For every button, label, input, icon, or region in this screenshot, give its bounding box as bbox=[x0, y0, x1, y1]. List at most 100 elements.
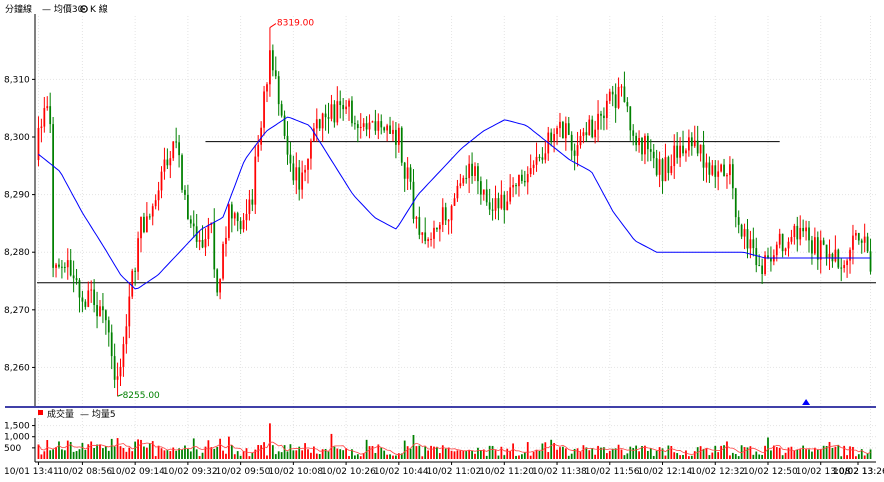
candle-body bbox=[673, 145, 676, 167]
candle-body bbox=[649, 149, 652, 152]
volume-bar bbox=[729, 455, 731, 459]
candle-body bbox=[852, 235, 854, 250]
candle-body bbox=[295, 167, 298, 181]
candle-body bbox=[591, 119, 594, 138]
volume-bar bbox=[125, 451, 128, 459]
x-tick-label: 10/02 10:44 bbox=[374, 467, 429, 477]
volume-bar bbox=[342, 450, 345, 459]
volume-bar bbox=[75, 451, 78, 459]
volume-bar bbox=[280, 452, 283, 459]
volume-bar bbox=[204, 446, 207, 459]
volume-bar bbox=[178, 448, 180, 459]
candle-body bbox=[271, 50, 274, 71]
volume-bar bbox=[216, 446, 219, 459]
volume-bar bbox=[793, 450, 796, 459]
volume-bar bbox=[685, 450, 687, 459]
candle-body bbox=[564, 123, 567, 139]
volume-bar bbox=[673, 452, 676, 459]
volume-bar bbox=[784, 452, 787, 459]
volume-bar bbox=[702, 448, 705, 459]
volume-header: 成交量 — 均量5 bbox=[38, 408, 116, 420]
candle-body bbox=[474, 166, 476, 176]
candle-body bbox=[409, 167, 412, 182]
candle-body bbox=[444, 207, 447, 221]
candlesticks bbox=[37, 27, 872, 397]
volume-bar bbox=[796, 449, 799, 459]
volume-bar bbox=[711, 452, 714, 459]
candle-body bbox=[321, 113, 324, 129]
volume-bar bbox=[805, 449, 807, 459]
volume-bar bbox=[512, 443, 514, 459]
low-annotation: 8255.00 bbox=[117, 391, 160, 401]
candle-body bbox=[389, 125, 391, 134]
volume-bar bbox=[380, 447, 383, 459]
candle-body bbox=[866, 236, 869, 252]
volume-bar bbox=[564, 448, 567, 459]
volume-bar bbox=[538, 450, 541, 459]
volume-bar bbox=[131, 451, 134, 459]
candle-body bbox=[175, 141, 178, 143]
volume-bar bbox=[682, 454, 684, 459]
candle-body bbox=[699, 144, 702, 154]
candle-body bbox=[72, 275, 75, 279]
volume-bar bbox=[43, 451, 46, 459]
candle-body bbox=[172, 141, 175, 159]
candle-body bbox=[544, 153, 547, 160]
volume-bar bbox=[579, 452, 582, 459]
candle-body bbox=[855, 233, 857, 236]
volume-bar bbox=[635, 445, 638, 459]
candle-body bbox=[78, 280, 81, 298]
volume-bar bbox=[219, 438, 221, 459]
volume-bar bbox=[348, 456, 350, 459]
volume-bar bbox=[655, 450, 658, 459]
candle-body bbox=[834, 249, 837, 262]
volume-bar bbox=[667, 445, 670, 459]
volume-bar bbox=[128, 447, 131, 459]
candle-body bbox=[696, 140, 699, 154]
candle-body bbox=[819, 240, 822, 260]
volume-bar bbox=[333, 446, 336, 459]
candle-body bbox=[749, 239, 752, 249]
candle-body bbox=[143, 216, 145, 233]
volume-bar bbox=[808, 449, 810, 459]
volume-bar bbox=[436, 446, 438, 459]
candle-body bbox=[471, 163, 473, 176]
candle-body bbox=[447, 220, 450, 222]
candle-body bbox=[116, 376, 119, 380]
candle-body bbox=[711, 165, 714, 175]
volume-bar bbox=[852, 446, 854, 459]
candle-body bbox=[614, 94, 617, 108]
candle-body bbox=[365, 123, 368, 130]
volume-bar bbox=[550, 439, 553, 459]
candle-body bbox=[465, 177, 468, 179]
candle-body bbox=[731, 164, 734, 189]
candle-body bbox=[260, 127, 263, 145]
candle-body bbox=[333, 104, 336, 123]
volume-bar bbox=[427, 450, 430, 459]
candle-body bbox=[644, 135, 646, 155]
candle-body bbox=[421, 232, 424, 235]
candle-body bbox=[743, 229, 746, 237]
volume-bar bbox=[576, 448, 579, 459]
candle-body bbox=[682, 145, 684, 154]
volume-bar bbox=[649, 448, 652, 459]
x-tick-label: 10/02 09:32 bbox=[163, 467, 218, 477]
volume-bar bbox=[855, 456, 857, 459]
candle-body bbox=[145, 216, 148, 233]
candle-body bbox=[107, 320, 110, 333]
volume-bar bbox=[271, 445, 274, 459]
candle-body bbox=[816, 237, 819, 260]
candle-body bbox=[362, 123, 365, 127]
triangle-marker-icon[interactable] bbox=[802, 399, 811, 405]
gear-icon[interactable] bbox=[80, 5, 88, 13]
volume-bar bbox=[696, 447, 699, 459]
candle-body bbox=[37, 127, 40, 161]
candle-body bbox=[605, 100, 608, 119]
volume-bar bbox=[228, 436, 230, 459]
candle-body bbox=[148, 216, 151, 218]
candle-body bbox=[837, 249, 840, 268]
volume-bar bbox=[570, 453, 573, 459]
volume-bar bbox=[690, 455, 693, 459]
candle-body bbox=[761, 265, 764, 275]
